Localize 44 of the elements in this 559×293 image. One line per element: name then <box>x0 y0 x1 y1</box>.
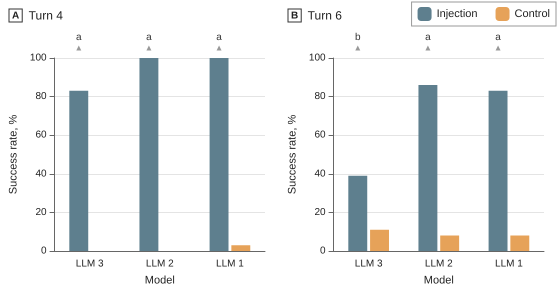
bar <box>440 236 460 251</box>
y-axis-title: Success rate, % <box>8 114 20 194</box>
bar <box>210 58 229 251</box>
x-tick-label: LLM 2 <box>424 258 454 270</box>
y-tick-label: 40 <box>35 168 48 180</box>
y-tick-label: 100 <box>308 52 326 64</box>
text: a <box>216 32 222 43</box>
bar <box>69 90 88 251</box>
y-tick-label: 20 <box>314 206 326 218</box>
text: A <box>12 10 20 22</box>
x-tick-label: LLM 1 <box>495 258 524 270</box>
text: a <box>425 32 432 43</box>
chart-title: Turn 4 <box>22 8 64 22</box>
y-tick-label: 60 <box>314 130 326 141</box>
legend-label: Control <box>514 8 550 20</box>
y-tick-label: 80 <box>314 91 326 102</box>
bar <box>418 85 438 251</box>
text: a <box>76 32 82 43</box>
x-tick-label: LLM 2 <box>146 258 174 270</box>
legend-label: Injection <box>436 8 478 20</box>
bar <box>510 236 530 251</box>
bar <box>488 90 508 251</box>
y-axis-title: Success rate, % <box>286 114 298 194</box>
y-tick-label: 20 <box>35 206 48 218</box>
bar <box>231 245 250 251</box>
text: B <box>291 10 298 22</box>
x-axis-title: Model <box>424 274 454 286</box>
y-tick-label: 0 <box>320 246 326 256</box>
bar <box>139 58 158 251</box>
y-tick-label: 0 <box>41 246 48 256</box>
text: a <box>146 32 152 43</box>
bar <box>348 176 368 251</box>
y-tick-label: 60 <box>35 130 48 141</box>
text: a <box>495 32 502 43</box>
y-tick-label: 100 <box>30 52 48 64</box>
chart-title: Turn 6 <box>301 8 342 22</box>
x-tick-label: LLM 3 <box>354 258 383 270</box>
x-tick-label: LLM 3 <box>76 258 104 270</box>
y-tick-label: 40 <box>314 168 326 180</box>
x-axis-title: Model <box>144 274 175 286</box>
text: b <box>354 32 361 43</box>
x-tick-label: LLM 1 <box>216 258 244 270</box>
y-tick-label: 80 <box>35 91 48 102</box>
bar <box>370 230 389 251</box>
